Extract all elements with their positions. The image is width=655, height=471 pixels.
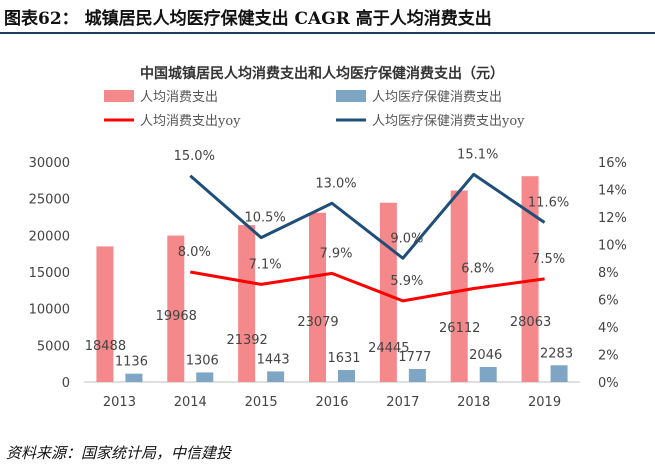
bar-consumption (238, 225, 256, 382)
right-axis-tick-label: 6% (598, 294, 619, 309)
bar-consumption (521, 176, 539, 382)
data-label-consumption-yoy: 6.8% (461, 262, 494, 277)
bar-consumption (96, 246, 114, 382)
data-label-consumption: 24445 (368, 341, 409, 356)
data-label-consumption: 18488 (85, 339, 126, 354)
data-label-health-yoy: 9.0% (390, 231, 423, 246)
title-divider (0, 32, 655, 34)
x-axis-tick-label: 2018 (457, 395, 490, 410)
bar-health (479, 366, 497, 382)
x-axis-tick-label: 2016 (315, 395, 348, 410)
data-label-health-yoy: 10.5% (244, 211, 285, 226)
legend-label-1: 人均医疗保健消费支出 (372, 90, 502, 105)
bar-health (550, 365, 568, 382)
chart: 中国城镇居民人均消费支出和人均医疗保健消费支出（元）人均消费支出 人均医疗保健消费… (29, 65, 627, 410)
x-axis-tick-label: 2014 (174, 395, 207, 410)
data-label-health: 1631 (327, 351, 360, 366)
line-health-yoy (189, 172, 546, 260)
x-axis-tick-label: 2015 (245, 395, 278, 410)
data-label-health: 2283 (540, 346, 573, 361)
data-label-health-yoy: 13.0% (315, 176, 356, 191)
bar-consumption (379, 202, 397, 382)
bar-health (267, 371, 285, 382)
bar-consumption (450, 190, 468, 382)
left-axis-tick-label: 10000 (29, 303, 70, 318)
data-label-consumption: 23079 (297, 315, 338, 330)
source-note: 资料来源：国家统计局，中信建投 (6, 444, 232, 462)
data-label-consumption: 21392 (226, 333, 267, 348)
bar-health (408, 368, 426, 382)
legend-label-2: 人均消费支出yoy (140, 114, 241, 129)
legend-swatch-1 (336, 90, 366, 102)
x-axis-tick-label: 2019 (528, 395, 561, 410)
data-label-health: 1777 (398, 350, 431, 365)
left-axis-tick-label: 15000 (29, 266, 70, 281)
right-axis-tick-label: 4% (598, 321, 619, 336)
data-label-health-yoy: 15.1% (457, 147, 498, 162)
left-axis-tick-label: 25000 (29, 193, 70, 208)
legend-label-3: 人均医疗保健消费支出yoy (372, 114, 525, 129)
left-axis-tick-label: 5000 (37, 339, 70, 354)
data-label-consumption-yoy: 5.9% (390, 274, 423, 289)
data-label-consumption-yoy: 8.0% (178, 245, 211, 260)
bar-health (125, 373, 143, 382)
bar-health (196, 372, 214, 382)
right-axis-tick-label: 2% (598, 349, 619, 364)
data-label-health-yoy: 11.6% (528, 196, 569, 211)
bar-consumption (167, 235, 185, 382)
right-axis-tick-label: 8% (598, 266, 619, 281)
legend-label-0: 人均消费支出 (140, 90, 218, 105)
right-axis-tick-label: 16% (598, 156, 627, 171)
line-consumption-yoy (190, 270, 545, 303)
data-label-consumption-yoy: 7.5% (532, 252, 565, 267)
legend-swatch-0 (104, 90, 134, 102)
x-axis-tick-label: 2013 (103, 395, 136, 410)
data-label-consumption: 19968 (156, 309, 197, 324)
data-label-health-yoy: 15.0% (174, 149, 215, 164)
bar-health (338, 370, 355, 382)
chart-title: 中国城镇居民人均消费支出和人均医疗保健消费支出（元） (140, 65, 504, 82)
page-title: 图表62： 城镇居民人均医疗保健支出 CAGR 高于人均消费支出 (4, 9, 492, 29)
data-label-health: 1136 (115, 355, 148, 370)
data-label-consumption-yoy: 7.9% (319, 246, 352, 261)
right-axis-tick-label: 12% (598, 211, 627, 226)
right-axis-tick-label: 14% (598, 184, 627, 199)
bar-consumption (309, 212, 326, 382)
data-label-consumption: 26112 (439, 321, 480, 336)
data-label-health: 1306 (186, 353, 219, 368)
right-axis-tick-label: 10% (598, 239, 627, 254)
x-axis-tick-label: 2017 (386, 395, 419, 410)
left-axis-tick-label: 30000 (29, 156, 70, 171)
data-label-consumption: 28063 (510, 315, 551, 330)
data-label-consumption-yoy: 7.1% (249, 257, 282, 272)
data-label-health: 2046 (469, 348, 502, 363)
left-axis-tick-label: 20000 (29, 229, 70, 244)
right-axis-tick-label: 0% (598, 376, 619, 391)
data-label-health: 1443 (257, 352, 290, 367)
left-axis-tick-label: 0 (62, 376, 70, 391)
